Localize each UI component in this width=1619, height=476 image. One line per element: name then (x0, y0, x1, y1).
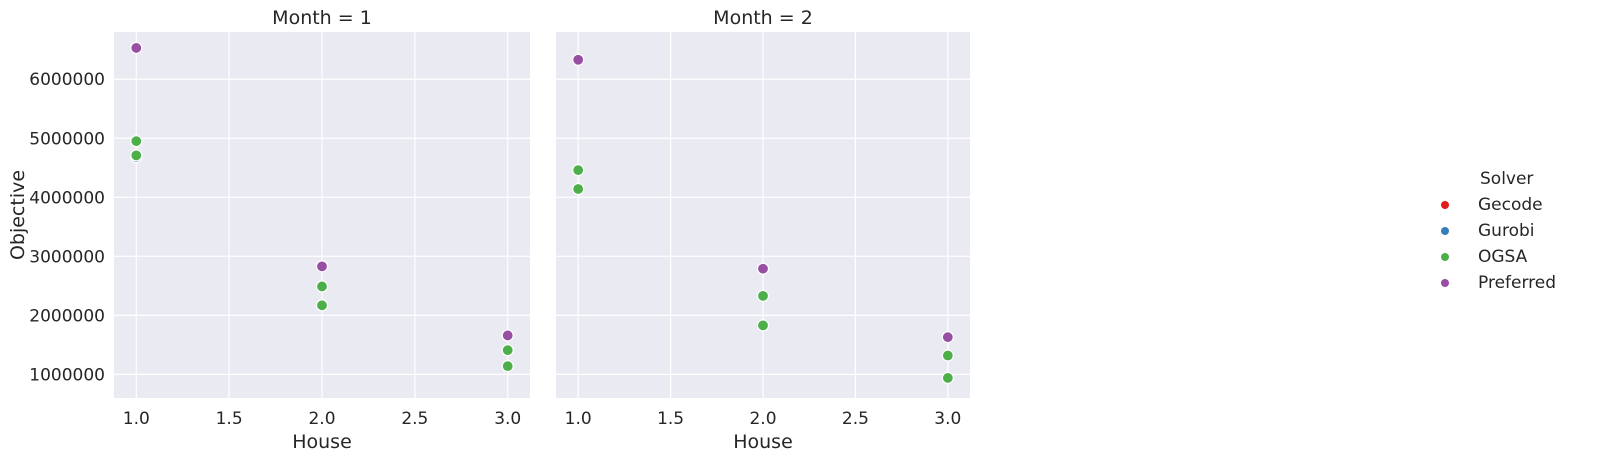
facet-title: Month = 2 (713, 7, 813, 29)
y-axis-title: Objective (7, 170, 29, 260)
data-point (130, 41, 143, 55)
x-tick-label: 2.0 (749, 409, 776, 429)
data-point (315, 260, 329, 273)
x-tick-label: 3.0 (494, 409, 521, 429)
y-tick-label: 3000000 (29, 247, 105, 267)
legend-label: Gecode (1478, 195, 1543, 215)
y-tick-label: 1000000 (29, 365, 105, 385)
y-tick-label: 2000000 (29, 306, 105, 326)
legend-marker (1441, 253, 1449, 261)
legend-label: Gurobi (1478, 221, 1534, 241)
x-axis-title: House (292, 431, 352, 453)
data-point (756, 262, 770, 275)
x-axis-title: House (733, 431, 793, 453)
data-point (130, 149, 143, 162)
x-tick-label: 2.5 (842, 409, 869, 429)
data-point (130, 135, 143, 148)
legend-marker (1441, 279, 1449, 287)
data-point (941, 371, 954, 385)
legend-label: OGSA (1478, 247, 1528, 267)
facet-panel: 1.0 1.5 2.0 2.5 3.0 1000000 2000000 3000000 4000… (7, 7, 530, 453)
legend-marker (1441, 227, 1449, 235)
x-tick-label: 1.5 (657, 409, 684, 429)
facet-panel: 1.0 1.5 2.0 2.5 3.0 House Month = 2 (556, 7, 970, 453)
data-point (501, 360, 514, 373)
data-point (756, 319, 770, 332)
y-tick-label: 4000000 (29, 188, 105, 208)
x-tick-label: 3.0 (934, 409, 961, 429)
facet-title: Month = 1 (272, 7, 372, 29)
legend: Solver Gecode Gurobi OGSA Preferred (1441, 169, 1556, 293)
legend-label: Preferred (1478, 273, 1556, 293)
x-tick-label: 2.5 (401, 409, 428, 429)
data-point (501, 344, 514, 357)
data-point (315, 280, 329, 293)
x-tick-label: 1.0 (123, 409, 150, 429)
panels: 1.0 1.5 2.0 2.5 3.0 1000000 2000000 3000000 4000… (7, 7, 970, 453)
x-tick-label: 2.0 (308, 409, 335, 429)
data-point (941, 349, 954, 362)
legend-marker (1441, 201, 1449, 209)
x-tick-label: 1.5 (216, 409, 243, 429)
data-point (315, 299, 329, 312)
y-tick-label: 5000000 (29, 129, 105, 149)
data-point (501, 329, 514, 342)
data-point (941, 331, 954, 344)
data-point (572, 164, 585, 177)
data-point (756, 289, 770, 302)
x-tick-label: 1.0 (565, 409, 592, 429)
legend-title: Solver (1480, 169, 1533, 189)
data-point (572, 182, 585, 196)
y-tick-label: 6000000 (29, 70, 105, 90)
data-point (572, 53, 585, 66)
